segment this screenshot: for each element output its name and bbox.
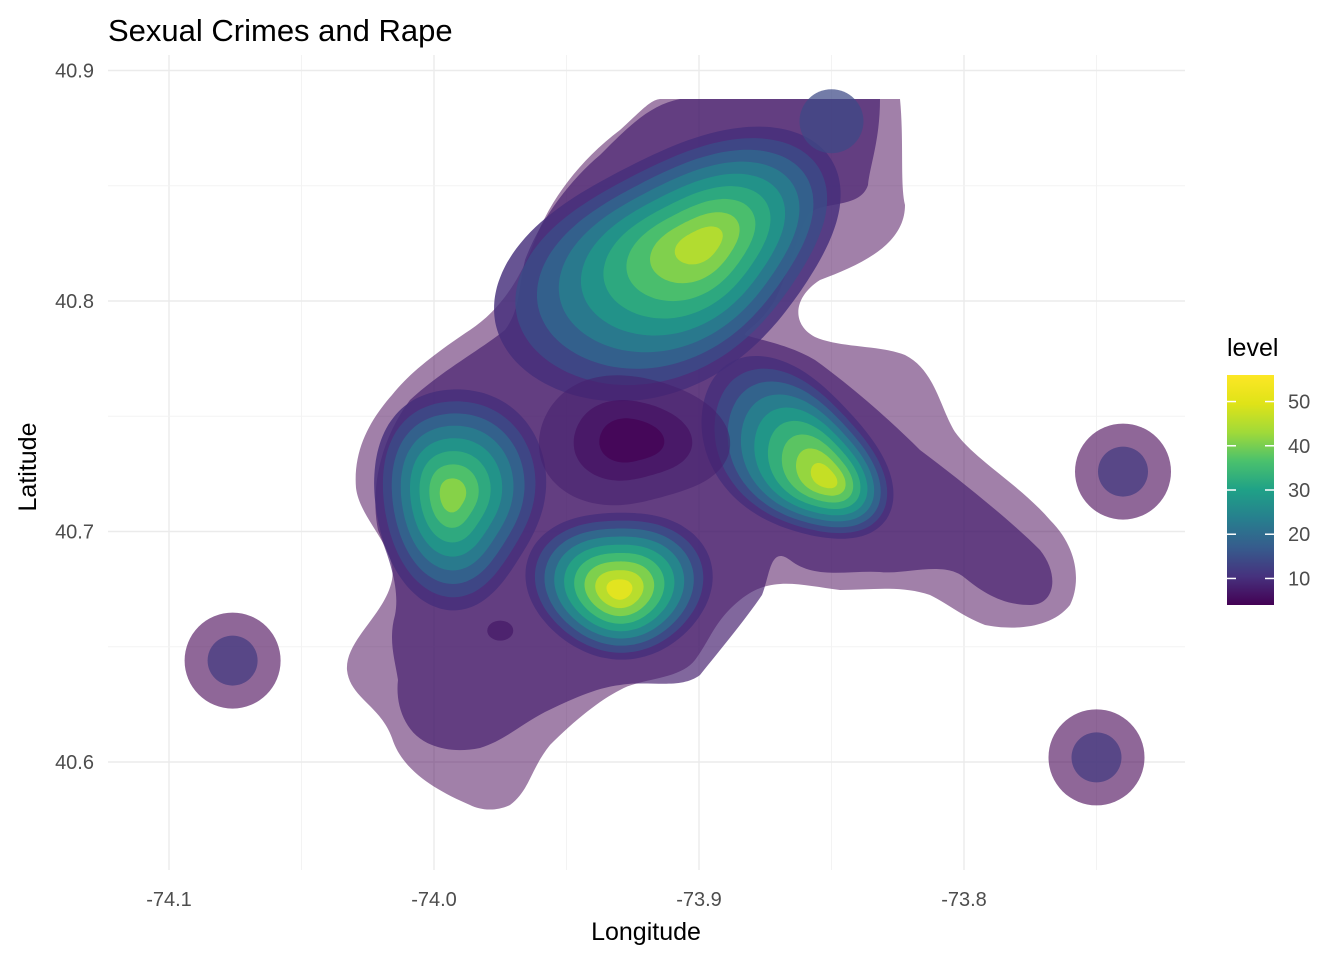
chart-title: Sexual Crimes and Rape: [108, 13, 453, 48]
legend-ticks: 10 20 30 40 50: [1227, 392, 1310, 590]
x-tick-label: -74.1: [146, 889, 192, 911]
low-density-band: [599, 418, 665, 463]
isolated-peak-inner: [1098, 446, 1148, 497]
x-tick-label: -73.9: [676, 889, 722, 911]
density-contours: [184, 89, 1171, 810]
legend-tick-label: 30: [1288, 480, 1310, 502]
legend-title: level: [1227, 334, 1278, 362]
hotspot-east-band: [810, 463, 838, 489]
isolated-peak-inner: [799, 89, 864, 154]
y-axis-title: Latitude: [14, 423, 42, 512]
x-tick-label: -73.8: [941, 889, 987, 911]
legend-tick-label: 10: [1288, 568, 1310, 590]
hotspot-north-band: [674, 226, 723, 265]
y-axis-ticks: 40.6 40.7 40.8 40.9: [55, 61, 94, 775]
y-tick-label: 40.7: [55, 522, 94, 544]
legend-tick-label: 40: [1288, 436, 1310, 458]
y-tick-label: 40.6: [55, 752, 94, 774]
x-axis-title: Longitude: [591, 918, 701, 946]
minor-density-spot: [487, 620, 514, 641]
x-axis-ticks: -74.1 -74.0 -73.9 -73.8: [146, 889, 987, 911]
legend-tick-label: 50: [1288, 392, 1310, 414]
y-tick-label: 40.9: [55, 61, 94, 83]
legend: level 10 20 30 40 50: [1227, 334, 1310, 605]
legend-tick-label: 20: [1288, 524, 1310, 546]
y-tick-label: 40.8: [55, 291, 94, 313]
isolated-peak-inner: [1071, 732, 1122, 783]
isolated-peak-inner: [207, 635, 258, 686]
hotspot-west-band: [439, 478, 467, 513]
hotspot-south-band: [606, 579, 633, 600]
x-tick-label: -74.0: [411, 889, 457, 911]
